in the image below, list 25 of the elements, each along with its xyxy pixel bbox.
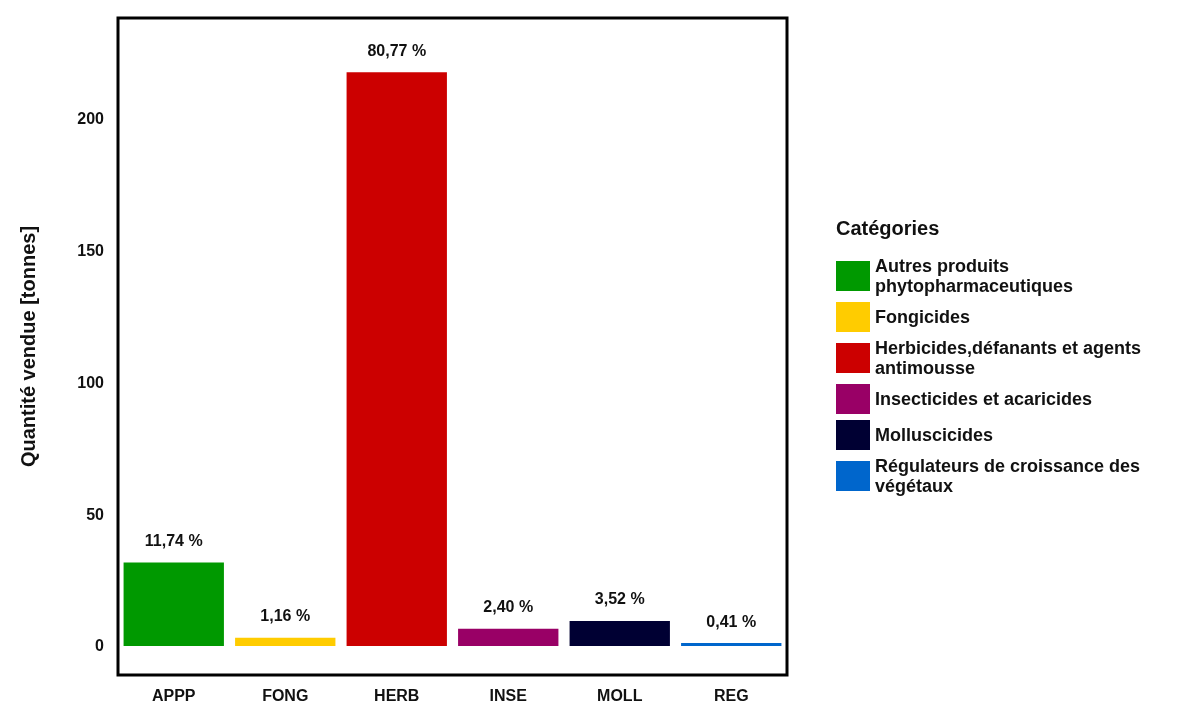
y-tick-label: 100	[77, 373, 105, 391]
x-tick-label: HERB	[374, 686, 420, 704]
legend-title: Catégories	[836, 217, 940, 239]
y-tick-label: 150	[77, 241, 105, 259]
text: 11,74 %	[144, 532, 203, 550]
x-tick-label: APPP	[151, 686, 196, 704]
text: 80,77 %	[367, 41, 427, 59]
text: 3,52 %	[594, 590, 645, 608]
legend-label: Molluscicides	[875, 425, 994, 445]
y-tick-label: 50	[86, 505, 105, 523]
x-tick-label: FONG	[262, 686, 309, 704]
x-tick-label: INSE	[489, 686, 528, 704]
x-tick-label: MOLL	[597, 686, 643, 704]
text: 1,16 %	[260, 607, 311, 625]
y-tick-label: 0	[95, 637, 105, 655]
legend-label: Fongicides	[875, 307, 971, 327]
y-tick-label: 200	[77, 109, 105, 127]
legend-label: Régulateurs de croissance des végétaux	[875, 456, 1146, 496]
legend-label: Herbicides,défanants et agents antimousse	[875, 338, 1147, 378]
legend-label: Autres produits phytopharmaceutiques	[875, 256, 1074, 296]
y-axis-title: Quantité vendue [tonnes]	[17, 225, 39, 468]
legend-label: Insecticides et acaricides	[875, 389, 1093, 409]
text: 2,40 %	[483, 598, 534, 616]
x-tick-label: REG	[713, 686, 749, 704]
text: 0,41 %	[706, 612, 757, 630]
